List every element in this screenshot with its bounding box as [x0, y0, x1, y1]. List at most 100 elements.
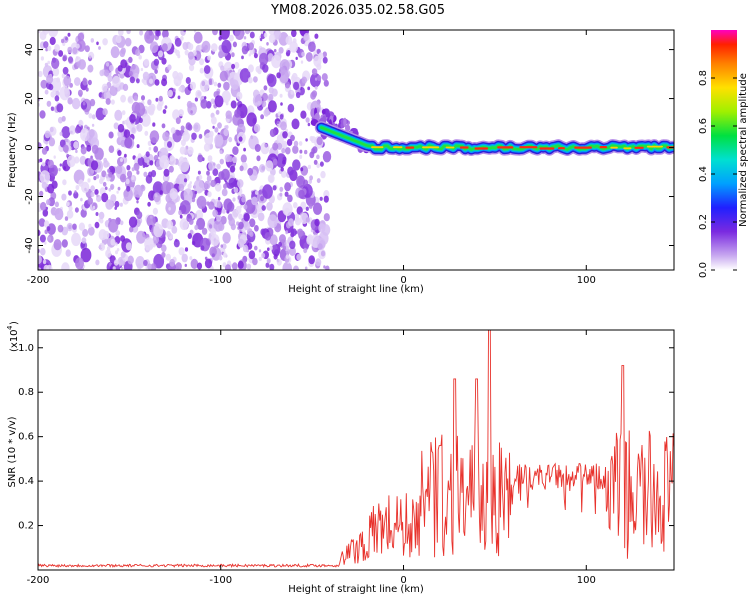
spectrogram-noise-blob [269, 128, 276, 138]
spectrogram-noise-blob [316, 178, 321, 184]
spectrogram-noise-blob [299, 154, 303, 159]
spectrogram-noise-blob [69, 125, 76, 135]
spectrogram-noise-blob [307, 164, 311, 170]
spectrogram-noise-blob [150, 170, 157, 178]
spectrogram-noise-blob [191, 132, 197, 140]
spectrogram-noise-blob [320, 250, 326, 257]
colorbar-ticks: 0.0 0.2 0.4 0.6 0.8 [698, 70, 737, 278]
spectrogram-noise-blob [212, 209, 218, 218]
spectrogram-noise-blob [152, 207, 158, 215]
spectrogram-noise-blob [118, 30, 124, 36]
spectrogram-noise-blob [219, 30, 230, 40]
spectrogram-noise-blob [253, 76, 258, 83]
spectrogram-noise-blob [159, 190, 163, 195]
spectrogram-noise-blob [305, 52, 313, 62]
spectrogram-noise-blob [304, 266, 308, 270]
spectrogram-noise-blob [96, 194, 99, 198]
spectrogram-noise-blob [184, 49, 189, 56]
spectrogram-noise-blob [62, 179, 67, 186]
spectrogram-noise-blob [64, 216, 69, 221]
spectrogram-noise-blob [193, 31, 203, 44]
spectrogram-noise-blob [186, 100, 193, 109]
spectrogram-noise-blob [146, 214, 156, 228]
spectrogram-noise-blob [49, 36, 56, 46]
spectrogram-noise-blob [212, 30, 218, 36]
spectrogram-noise-blob [207, 155, 213, 162]
spectrogram-noise-blob [42, 30, 49, 36]
spectrogram-noise-blob [240, 154, 247, 163]
spectrogram-noise-blob [307, 122, 311, 127]
spectrogram-noise-blob [143, 171, 148, 177]
spectrogram-noise-blob [128, 56, 133, 64]
spectrogram-noise-blob [214, 134, 224, 147]
snr-series-line [38, 330, 674, 568]
spectrogram-noise-blob [258, 52, 269, 66]
snr-panel: -200 -100 0 100 0.2 0.4 0.6 0.8 1.0 Height of s… [6, 321, 675, 595]
spectrogram-noise-blob [61, 126, 71, 139]
spectrogram-noise-blob [305, 138, 308, 142]
spectrogram-noise-blob [99, 69, 105, 77]
spectrogram-noise-blob [254, 144, 261, 152]
spectrogram-noise-blob [87, 197, 93, 205]
spectrogram-noise-blob [282, 159, 286, 165]
spectrogram-noise-blob [87, 64, 94, 73]
spectrogram-noise-blob [86, 129, 98, 145]
spectrogram-noise-blob [216, 163, 221, 170]
spectrogram-noise-blob [157, 50, 164, 58]
spectrogram-noise-blob [225, 110, 232, 119]
spectrogram-noise-blob [155, 221, 159, 227]
spectrogram-noise-blob [161, 78, 168, 87]
spectrogram-noise-blob [126, 30, 131, 35]
spectrogram-noise-blob [114, 242, 118, 246]
spectrogram-noise-blob [223, 183, 228, 189]
spectrogram-noise-blob [184, 263, 187, 267]
spectrogram-noise-blob [232, 41, 237, 48]
colorbar-tick-label: 0.0 [698, 262, 709, 278]
colorbar: 0.0 0.2 0.4 0.6 0.8 Normalized spectral ampl… [698, 30, 749, 278]
spectrogram-noise-blob [73, 191, 79, 199]
spectrogram-noise-blob [206, 170, 210, 176]
spectrogram-noise-blob [61, 239, 68, 248]
spectrogram-noise-blob [78, 222, 85, 231]
spectrogram-noise-blob [220, 215, 227, 225]
spectrogram-noise-blob [161, 123, 166, 129]
spectrogram-noise-blob [228, 177, 236, 188]
spectrogram-noise-blob [122, 83, 129, 91]
spectrogram-noise-blob [223, 252, 227, 258]
snr-x-tick-label: 100 [577, 575, 596, 586]
spectrogram-noise-blob [214, 95, 224, 108]
spectrogram-noise-blob [321, 224, 331, 236]
spectrogram-noise-blob [112, 75, 121, 88]
spectrogram-noise-blob [263, 108, 270, 117]
spectrogram-x-tick-label: 100 [577, 275, 596, 286]
spectrogram-noise-blob [196, 195, 207, 209]
spectrogram-noise-blob [39, 190, 44, 197]
spectrogram-noise-blob [203, 65, 211, 74]
spectrogram-noise-blob [138, 55, 142, 60]
spectrogram-noise-blob [293, 81, 300, 91]
spectrogram-noise-blob [75, 184, 80, 191]
spectrogram-noise-blob [102, 108, 108, 116]
spectrogram-noise-blob [149, 103, 156, 112]
spectrogram-noise-blob [147, 140, 152, 146]
spectrogram-noise-blob [131, 127, 136, 134]
spectrogram-noise-blob [315, 258, 322, 267]
spectrogram-noise-blob [178, 109, 184, 117]
spectrogram-noise-blob [90, 38, 95, 43]
spectrogram-noise-blob [59, 131, 63, 136]
spectrogram-noise-blob [144, 237, 155, 251]
spectrogram-noise-blob [282, 202, 293, 217]
spectrogram-noise-blob [66, 155, 76, 168]
spectrogram-noise-blob [183, 30, 186, 33]
spectrogram-noise-blob [72, 223, 77, 230]
spectrogram-noise-blob [79, 155, 87, 165]
spectrogram-noise-blob [303, 33, 310, 41]
spectrogram-noise-blob [168, 165, 174, 173]
spectrogram-noise-blob [80, 125, 84, 129]
spectrogram-noise-blob [215, 109, 220, 115]
spectrogram-noise-blob [220, 244, 224, 248]
spectrogram-transition-blob [345, 124, 351, 132]
spectrogram-noise-blob [211, 253, 215, 258]
spectrogram-noise-blob [161, 43, 168, 52]
spectrogram-noise-blob [158, 95, 163, 102]
